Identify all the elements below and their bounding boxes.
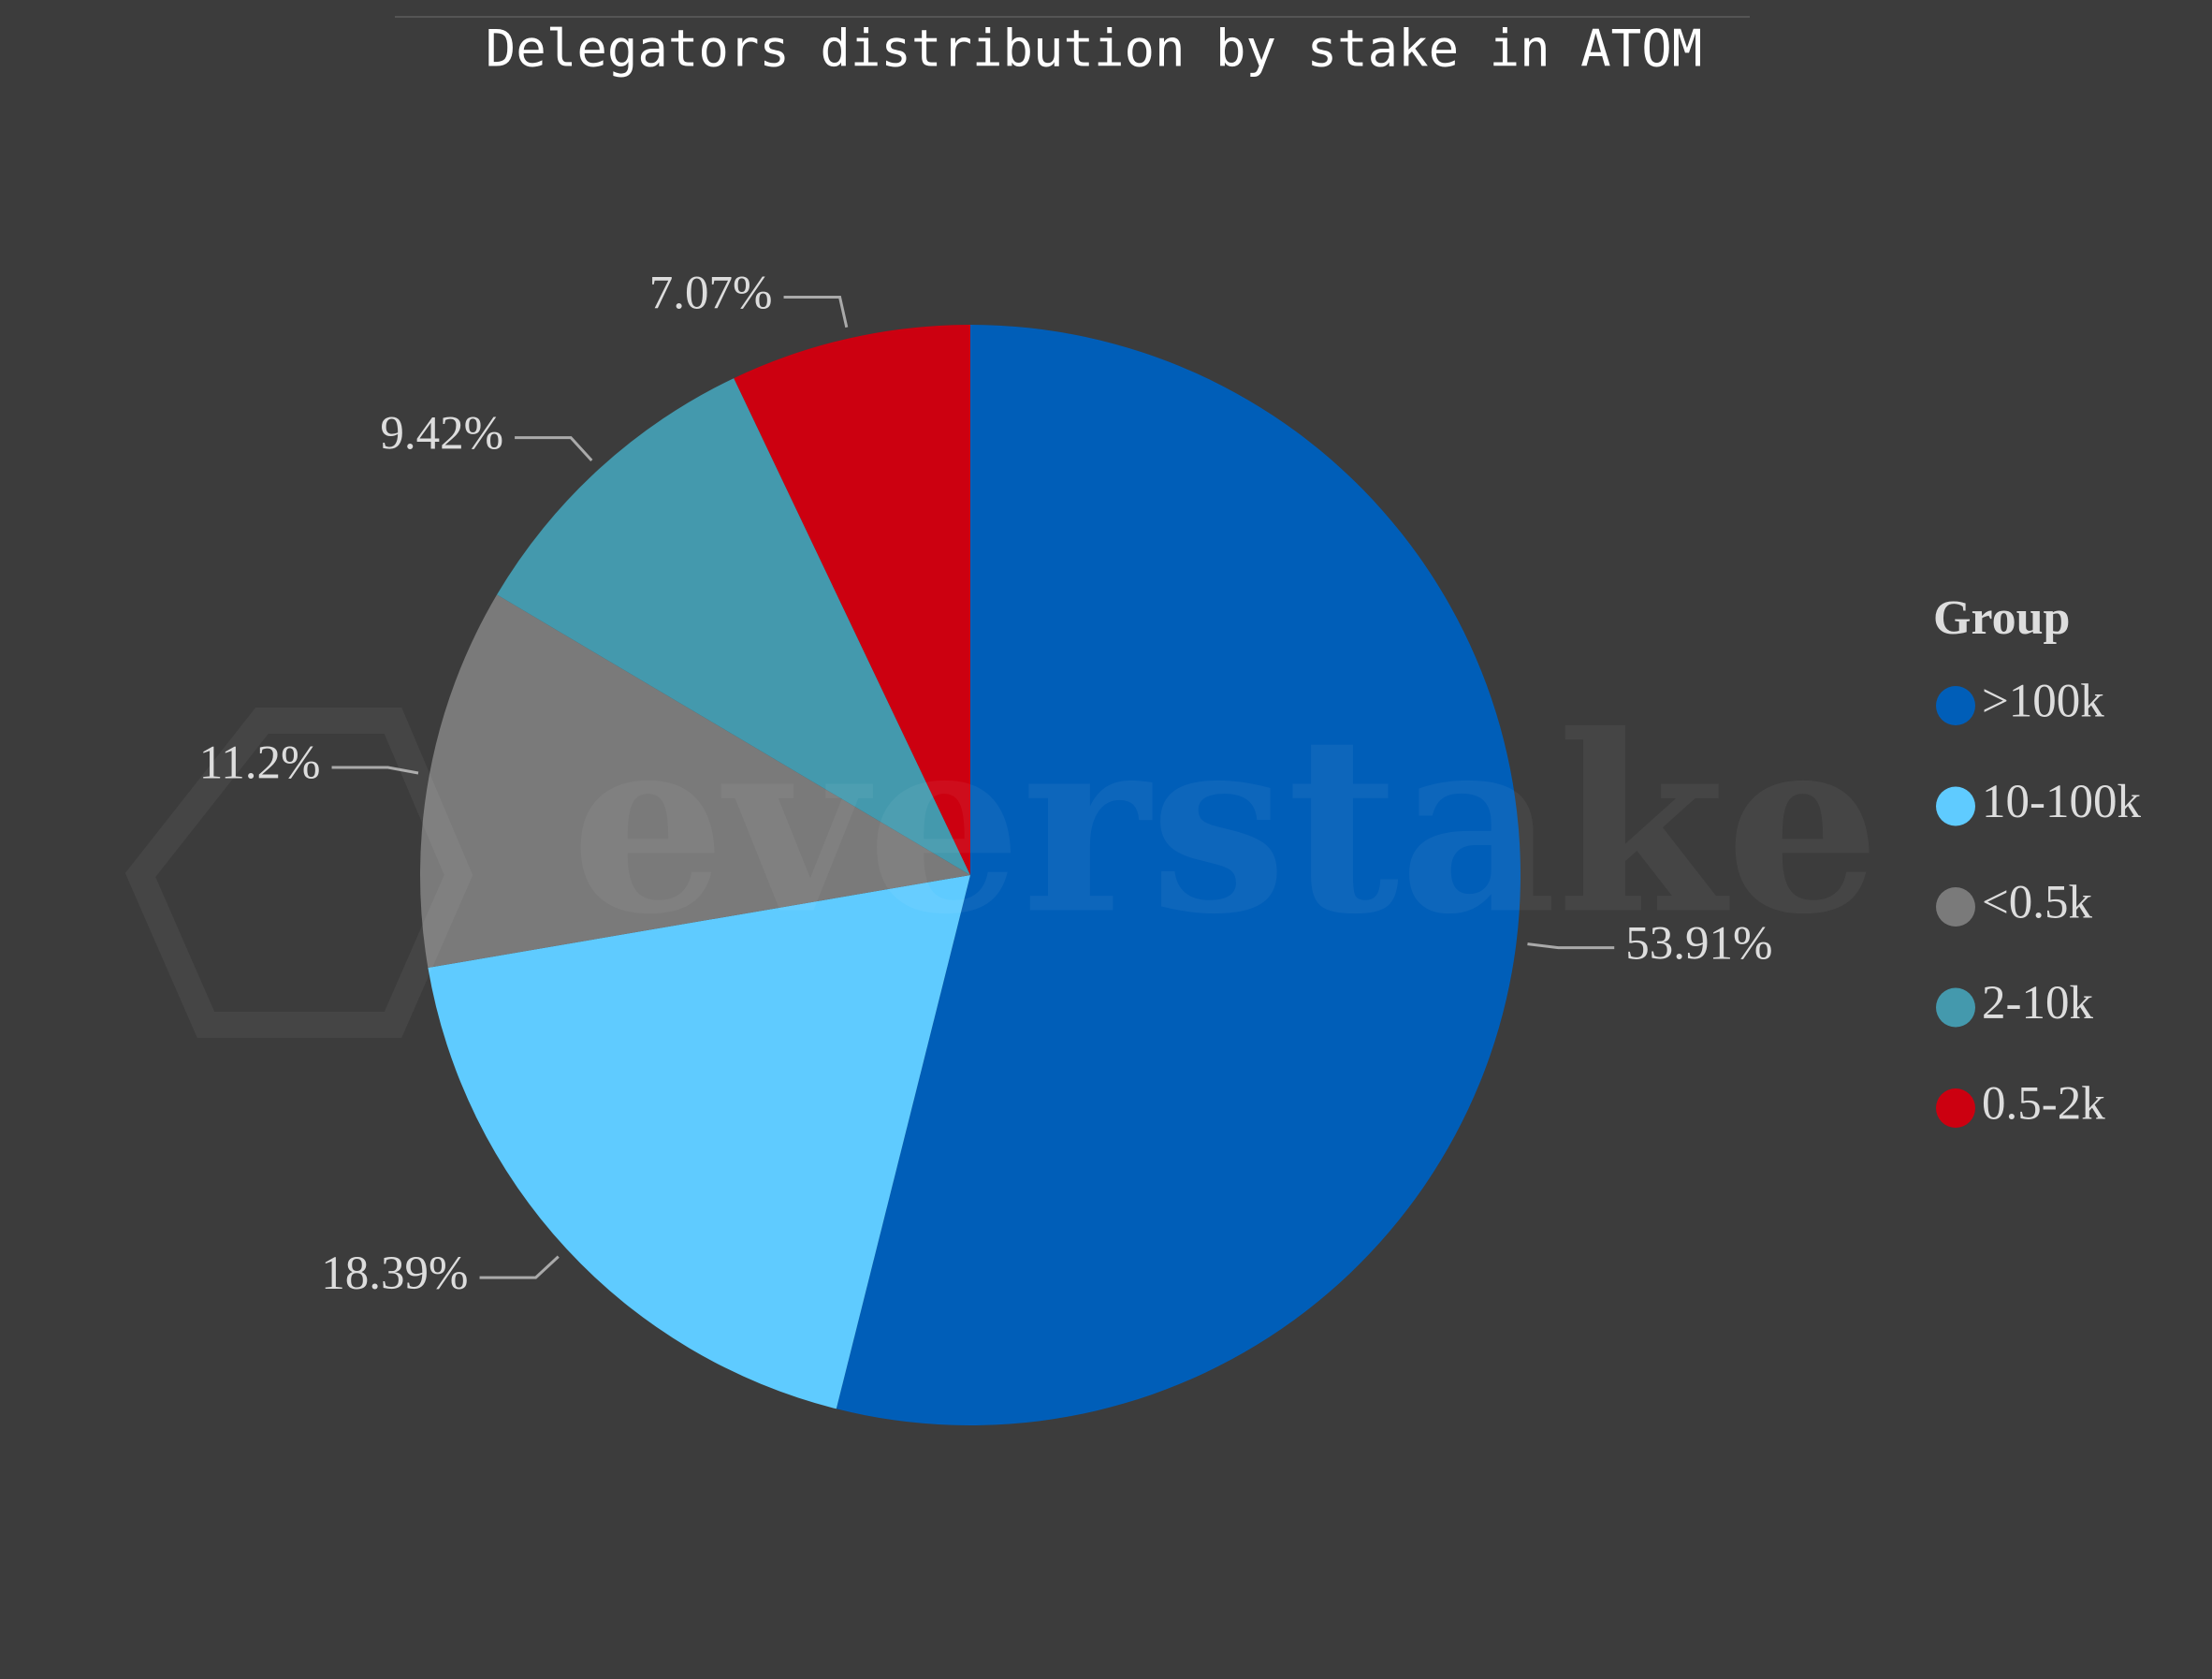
data-label: 11.2% <box>199 737 321 790</box>
legend-swatch <box>1936 686 1975 725</box>
legend-swatch <box>1936 786 1975 826</box>
slice <box>428 875 970 1409</box>
pie: 53.91% 18.39% 11.2% 9.42% 7.07% <box>199 267 1772 1425</box>
data-label: 53.91% <box>1625 917 1772 970</box>
watermark: everstake <box>571 682 1880 968</box>
slice <box>734 325 970 875</box>
data-label: 18.39% <box>321 1248 468 1300</box>
slice <box>497 378 970 875</box>
chart-title: Delegators distribution by stake in ATOM <box>486 20 1702 79</box>
legend-title: Group <box>1933 591 2070 645</box>
slice <box>836 325 1521 1425</box>
legend-swatch <box>1936 1088 1975 1128</box>
legend-label: >100k <box>1982 676 2104 728</box>
legend-swatch <box>1936 987 1975 1028</box>
leader-line <box>515 436 593 462</box>
leader-line <box>783 296 849 328</box>
legend-swatch <box>1936 887 1975 927</box>
leader-line <box>1527 942 1615 950</box>
legend-label: <0.5k <box>1982 877 2093 929</box>
legend-label: 0.5-2k <box>1982 1078 2105 1131</box>
watermark-logo <box>124 708 473 1038</box>
slice <box>419 594 970 969</box>
leader-line <box>331 766 419 775</box>
data-label: 9.42% <box>380 407 503 460</box>
leader-line <box>479 1255 560 1279</box>
legend-label: 10-100k <box>1982 776 2141 828</box>
data-label: 7.07% <box>649 267 773 319</box>
legend-label: 2-10k <box>1982 977 2093 1029</box>
